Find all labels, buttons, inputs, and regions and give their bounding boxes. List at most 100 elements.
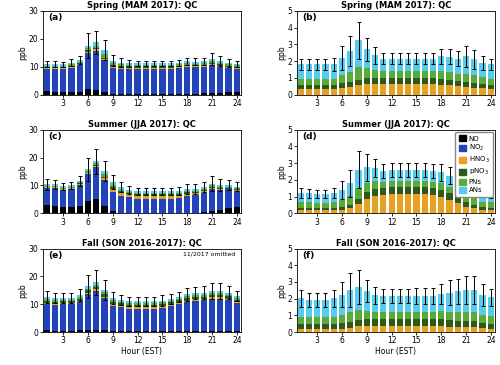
Bar [143,69,149,94]
Bar [176,198,182,213]
Bar [68,187,74,188]
Bar [151,191,157,193]
Bar [372,189,378,196]
Bar [306,208,312,210]
Bar [322,324,328,329]
Bar [438,79,444,85]
Bar [192,94,198,95]
Bar [306,79,312,85]
Bar [52,188,58,206]
Bar [60,68,66,69]
Bar [93,49,100,50]
Bar [184,302,190,331]
Bar [209,63,215,64]
Bar [314,203,320,208]
Bar [168,306,174,331]
Bar [126,192,132,193]
Title: Fall (SON 2016-2017): QC: Fall (SON 2016-2017): QC [336,239,456,248]
Bar [380,188,386,195]
Bar [93,330,100,332]
Bar [68,64,74,66]
Bar [480,315,486,323]
Bar [454,191,461,197]
Bar [184,298,190,300]
Y-axis label: ppb: ppb [277,283,286,297]
Bar [60,190,66,207]
Bar [438,190,444,197]
Bar [60,304,66,331]
Bar [44,299,50,301]
Bar [110,302,116,304]
Bar [314,324,320,329]
Bar [85,46,91,48]
Bar [110,306,116,331]
Bar [93,166,100,168]
Bar [85,330,91,332]
Bar [102,206,107,214]
Bar [143,64,149,65]
Bar [168,94,174,95]
Bar [330,65,337,79]
Bar [85,293,91,294]
Title: Fall (SON 2016-2017): QC: Fall (SON 2016-2017): QC [82,239,202,248]
Bar [93,46,100,48]
Bar [110,182,116,185]
Bar [102,180,107,206]
Bar [388,319,394,326]
Bar [85,52,91,53]
Bar [463,290,469,312]
Bar [306,210,312,214]
Bar [226,92,232,95]
Title: Summer (JJA 2017): QC: Summer (JJA 2017): QC [88,120,196,129]
Bar [454,292,461,312]
Bar [192,191,198,192]
Bar [134,68,140,69]
Bar [85,290,91,293]
Bar [44,67,50,68]
Bar [68,304,74,331]
Bar [209,93,215,95]
Bar [339,200,345,207]
Bar [446,320,452,327]
Bar [126,331,132,332]
Bar [471,205,478,208]
Bar [414,296,420,312]
Bar [480,207,486,210]
Bar [380,182,386,188]
Bar [60,188,66,189]
Bar [480,77,486,84]
Bar [200,331,207,332]
Bar [322,316,328,324]
Bar [44,297,50,299]
Bar [85,89,91,95]
Bar [306,65,312,79]
Bar [143,65,149,66]
Bar [151,94,157,95]
Bar [176,297,182,299]
Bar [438,319,444,326]
Bar [471,321,478,327]
Bar [356,310,362,320]
Bar [52,64,58,66]
Bar [298,79,304,85]
Bar [347,322,354,328]
Bar [143,308,149,331]
Bar [388,181,394,187]
Bar [209,65,215,93]
Bar [330,316,337,324]
Bar [126,69,132,94]
Bar [446,85,452,95]
Bar [209,61,215,63]
Bar [356,199,362,204]
Bar [405,84,411,95]
Bar [226,296,232,299]
Bar [151,199,157,213]
Bar [488,208,494,210]
Bar [160,64,166,65]
Bar [60,207,66,214]
Bar [110,304,116,306]
Bar [143,301,149,303]
Bar [60,186,66,188]
Bar [68,67,74,68]
Bar [388,71,394,78]
